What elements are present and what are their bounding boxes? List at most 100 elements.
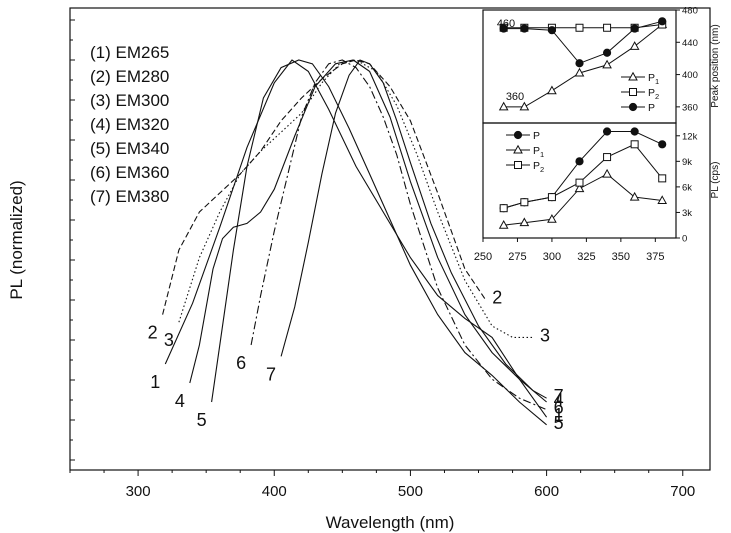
- main-curve-1: [164, 59, 548, 418]
- main-x-tick-label-300: 300: [126, 483, 151, 500]
- inset-top-point-P-300: [547, 26, 557, 35]
- inset-top-legend-label-P: P: [648, 102, 655, 114]
- legend-entry-5: (5) EM340: [90, 139, 169, 158]
- main-curve-7: [280, 59, 547, 399]
- inset-top-legend-marker-P1: [628, 71, 638, 81]
- inset-top-point-P2-320: [575, 23, 584, 32]
- inset-bottom-legend-marker-P2: [514, 161, 522, 169]
- inset-x-tick-label-375: 375: [646, 251, 664, 263]
- curve-label-start-6: 6: [236, 353, 246, 373]
- inset-top-point-P-320: [575, 59, 584, 68]
- curve-label-end-6: 6: [554, 398, 564, 418]
- inset-bottom-point-P-340: [602, 127, 612, 136]
- inset-top-point-P-340: [602, 48, 612, 57]
- inset-top-legend-sub-P1: 1: [655, 77, 659, 86]
- main-y-ticks: [70, 19, 75, 461]
- main-y-axis-title: PL (normalized): [7, 180, 26, 299]
- inset-bottom-point-P1-340: [602, 168, 612, 178]
- inset-bottom-point-P1-320: [574, 183, 585, 193]
- inset-bottom-point-P-360: [630, 127, 639, 136]
- main-curve-3: [178, 59, 533, 338]
- inset-bottom-legend-label-P2: P2: [533, 160, 544, 174]
- inset-top-point-P-380: [658, 17, 667, 26]
- inset-bottom-point-P2-380: [658, 174, 667, 183]
- legend-entry-7: (7) EM380: [90, 187, 169, 206]
- legend-entry-2: (2) EM280: [90, 67, 169, 86]
- inset-bottom-legend-marker-P: [513, 130, 523, 140]
- curve-label-start-7: 7: [266, 364, 276, 384]
- main-curves: [162, 59, 548, 426]
- inset-bottom-y-tick-label-6000: 6k: [682, 182, 692, 193]
- inset-top-point-P2-340: [603, 23, 612, 32]
- curve-label-end-1: 1: [554, 405, 564, 425]
- inset-top-point-P-360: [630, 24, 639, 33]
- inset-top-point-P-280: [520, 24, 529, 33]
- inset-top-y-tick-label-360: 360: [682, 102, 698, 113]
- curve-label-start-1: 1: [150, 372, 160, 392]
- inset-annotation-460: 460: [497, 18, 515, 30]
- main-curve-5: [211, 59, 547, 426]
- inset-top-point-P1-320: [574, 67, 585, 77]
- inset-bottom-frame: [482, 122, 677, 239]
- inset-bottom-legend-marker-P1: [513, 144, 523, 154]
- main-curve-2: [162, 59, 486, 315]
- inset-bottom-legend-sub-P2: 2: [540, 165, 544, 174]
- inset-bottom-point-P1-360: [629, 191, 640, 201]
- inset-bottom-point-P1-300: [547, 214, 557, 223]
- inset-bottom-point-P2-265: [499, 204, 508, 213]
- curve-label-end-5: 5: [554, 413, 564, 433]
- curve-label-end-2: 2: [492, 287, 502, 307]
- inset-bottom-point-P2-360: [630, 140, 639, 149]
- legend-entry-3: (3) EM300: [90, 91, 169, 110]
- legend-entry-1: (1) EM265: [90, 43, 169, 62]
- inset-top-legend-marker-P2: [629, 88, 637, 96]
- inset-bottom-y-tick-label-3000: 3k: [682, 208, 692, 219]
- main-x-tick-label-400: 400: [262, 483, 287, 500]
- curve-label-end-7: 7: [554, 386, 564, 406]
- main-x-axis-title: Wavelength (nm): [326, 513, 455, 532]
- curve-label-start-2: 2: [148, 323, 158, 343]
- curve-label-start-4: 4: [175, 391, 185, 411]
- curve-label-end-4: 4: [554, 390, 564, 410]
- main-curve-6: [250, 59, 547, 411]
- inset-bottom-y-tick-label-9000: 9k: [682, 157, 692, 168]
- inset-top-point-P1-300: [547, 85, 557, 95]
- inset-x-tick-label-300: 300: [543, 251, 561, 263]
- inset-bottom-y-tick-label-0: 0: [682, 234, 687, 245]
- inset-x-tick-label-350: 350: [612, 251, 630, 263]
- inset-bottom-point-P1-380: [657, 195, 668, 205]
- main-curve-4: [189, 59, 547, 403]
- inset-top-point-P1-265: [498, 101, 509, 111]
- inset-bottom-point-P2-300: [547, 193, 556, 202]
- inset-top-legend-sub-P2: 2: [655, 92, 659, 101]
- inset-bottom-point-P1-265: [498, 219, 509, 229]
- legend-entry-6: (6) EM360: [90, 163, 169, 182]
- main-x-tick-label-600: 600: [534, 483, 559, 500]
- legend-entry-4: (4) EM320: [90, 115, 169, 134]
- inset-bottom-point-P2-280: [520, 198, 529, 207]
- inset-bottom-legend-sub-P1: 1: [540, 150, 544, 159]
- inset-top-y-axis-title: Peak position (nm): [710, 24, 721, 107]
- main-x-tick-label-700: 700: [670, 483, 695, 500]
- inset-top-point-P-265: [499, 24, 508, 33]
- inset-background: [483, 10, 676, 238]
- inset-bottom-legend-label-P1: P1: [533, 145, 544, 159]
- inset-x-tick-label-275: 275: [508, 251, 526, 263]
- main-x-tick-label-500: 500: [398, 483, 423, 500]
- inset-bottom-point-P1-280: [519, 217, 530, 227]
- inset-top-y-tick-label-440: 440: [682, 38, 698, 49]
- inset-bottom-point-P-320: [575, 157, 584, 166]
- inset-top-legend-label-P1: P1: [648, 72, 659, 86]
- inset-top-point-P1-360: [629, 41, 640, 50]
- inset-top-point-P1-280: [519, 101, 530, 111]
- inset-bottom-legend-label-P: P: [533, 130, 540, 142]
- inset-top-y-tick-label-480: 480: [682, 6, 698, 17]
- inset-x-tick-label-325: 325: [577, 251, 595, 263]
- main-legend: (1) EM265 (2) EM280 (3) EM300 (4) EM320 (5) …: [90, 43, 169, 206]
- inset-top-legend-marker-P: [628, 102, 638, 112]
